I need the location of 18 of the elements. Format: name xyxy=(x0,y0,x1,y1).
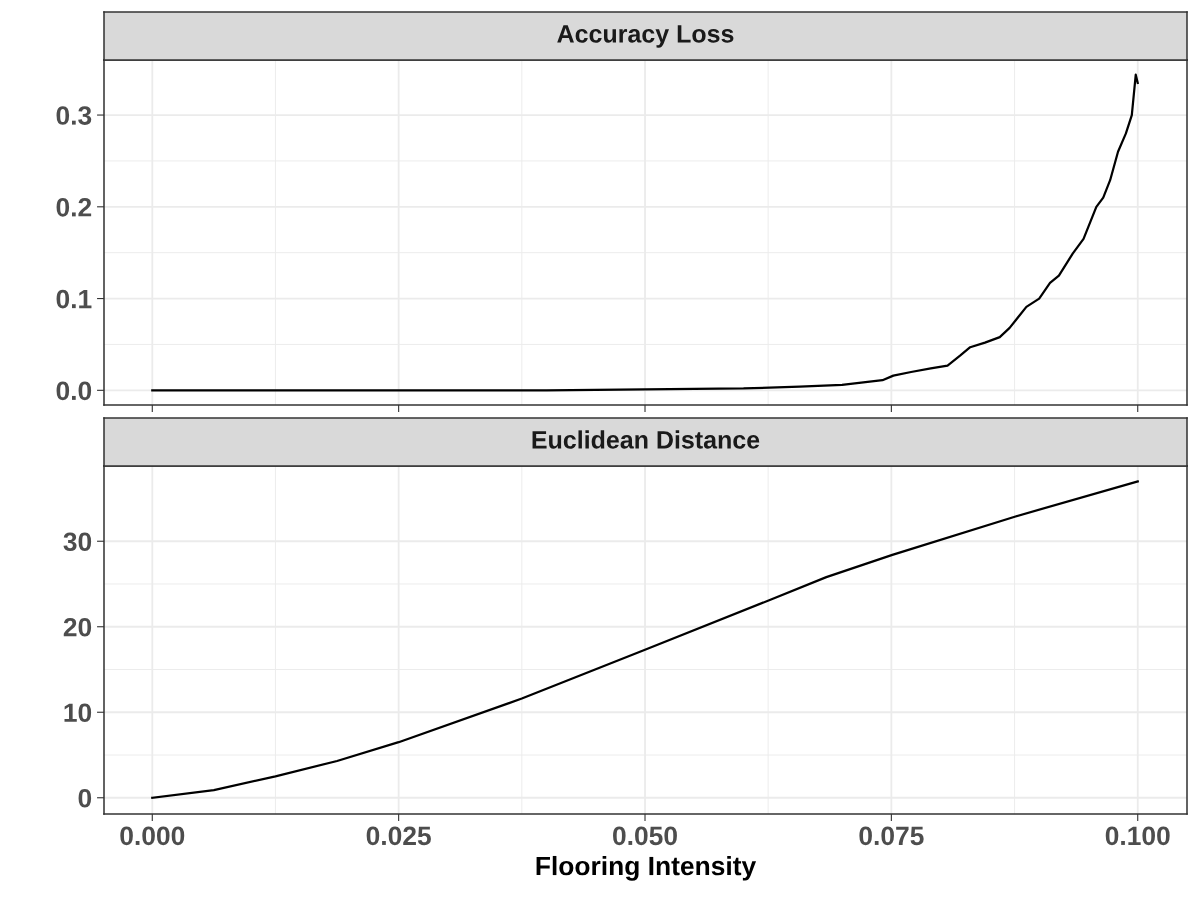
y-tick-label: 20 xyxy=(63,617,92,637)
line-series xyxy=(151,480,1139,799)
x-tick-label: 0.000 xyxy=(120,826,185,846)
y-tick-label: 0.3 xyxy=(56,106,92,125)
y-tick-label: 30 xyxy=(63,532,92,552)
x-tick-label: 0.025 xyxy=(366,826,431,846)
y-tick-label: 0 xyxy=(78,788,92,808)
chart-title: Euclidean Distance xyxy=(532,430,760,449)
x-axis-title: Flooring Intensity xyxy=(536,855,757,881)
chart-title: Accuracy Loss xyxy=(557,25,734,48)
y-tick-label: 0.2 xyxy=(56,197,92,217)
y-tick-label: 10 xyxy=(64,703,92,723)
y-tick-label: 0.1 xyxy=(56,289,92,309)
x-tick-label: 0.100 xyxy=(1105,826,1170,846)
line-series xyxy=(151,73,1139,392)
x-tick-label: 0.075 xyxy=(859,826,924,846)
x-tick-label: 0.050 xyxy=(613,826,677,846)
y-tick-label: 0.0 xyxy=(56,381,92,401)
